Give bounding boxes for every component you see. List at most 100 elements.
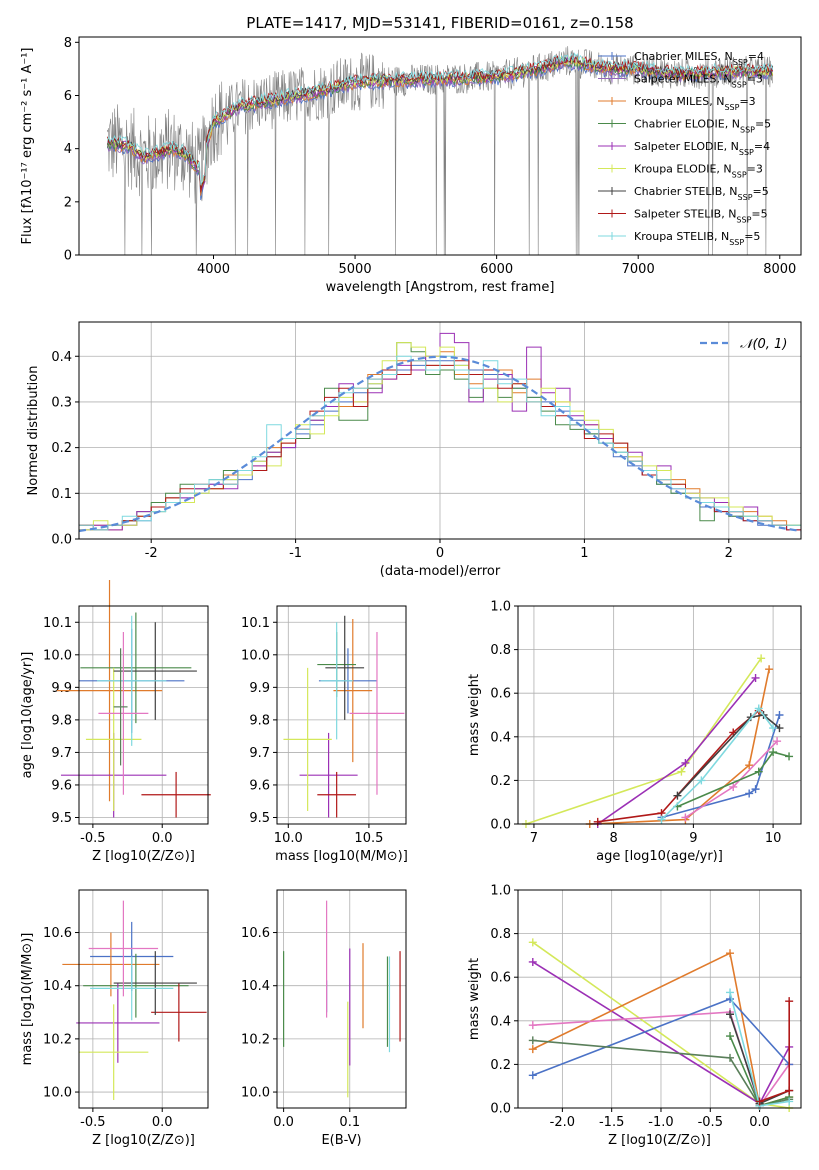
spectrum-ytick-label: 2 bbox=[64, 195, 72, 210]
weight-marker bbox=[528, 938, 537, 947]
weight-vs-age-xlabel: age [log10(age/yr)] bbox=[596, 849, 723, 864]
legend-nssp: =3 bbox=[747, 73, 763, 86]
weight-marker bbox=[729, 782, 738, 791]
weight-marker bbox=[528, 1036, 537, 1045]
weight-line bbox=[589, 669, 770, 825]
age-vs-mass-ytick-label: 9.5 bbox=[249, 811, 270, 826]
weight-marker bbox=[681, 813, 690, 822]
age-vs-z-ytick-label: 9.8 bbox=[51, 713, 72, 728]
legend-sub: SSP bbox=[732, 170, 747, 179]
age-vs-z-ytick-label: 9.9 bbox=[51, 681, 72, 696]
legend-sub: SSP bbox=[736, 215, 751, 224]
legend-marker bbox=[608, 97, 616, 105]
age-vs-z-xtick-label: 0.0 bbox=[152, 831, 173, 846]
weight-marker bbox=[754, 767, 763, 776]
mass-vs-ebv-frame bbox=[276, 889, 407, 1109]
weight-line bbox=[676, 714, 781, 797]
legend-nssp: =3 bbox=[739, 95, 755, 108]
weight-marker bbox=[726, 949, 735, 958]
age-vs-z-xtick-label: -0.5 bbox=[80, 831, 105, 846]
age-vs-z-xlabel: Z [log10(Z/Z⊙)] bbox=[92, 849, 195, 864]
mass-vs-z-ytick-label: 10.2 bbox=[43, 1032, 72, 1047]
age-vs-mass-ytick-label: 9.8 bbox=[249, 713, 270, 728]
mass-vs-ebv-ytick-label: 10.2 bbox=[241, 1032, 270, 1047]
legend-sub: SSP bbox=[732, 80, 747, 89]
weight-line bbox=[660, 707, 774, 821]
spectrum-ytick-label: 0 bbox=[64, 249, 72, 264]
mass-vs-z-ytick-label: 10.4 bbox=[43, 979, 72, 994]
weight-vs-age-ytick-label: 0.8 bbox=[490, 643, 511, 658]
weight-line bbox=[597, 709, 760, 823]
age-vs-mass-ytick-label: 9.7 bbox=[249, 746, 270, 761]
legend-label: Salpeter ELODIE, NSSP=4 bbox=[634, 140, 770, 157]
residuals-xtick-label: -2 bbox=[145, 546, 158, 561]
legend-nssp: =5 bbox=[751, 208, 767, 221]
weight-vs-z-xtick-label: -1.0 bbox=[648, 1115, 673, 1130]
age-vs-mass-ytick-label: 9.6 bbox=[249, 778, 270, 793]
legend-sub: SSP bbox=[724, 103, 739, 112]
residuals-xtick-label: 2 bbox=[725, 546, 733, 561]
age-vs-mass-ytick-label: 10.1 bbox=[241, 616, 270, 631]
residuals-xtick-label: 0 bbox=[436, 546, 444, 561]
weight-vs-age-xtick-label: 10 bbox=[765, 831, 782, 846]
legend-label: Kroupa ELODIE, NSSP=3 bbox=[634, 163, 763, 180]
spectrum-xtick-label: 6000 bbox=[480, 262, 513, 277]
legend-marker bbox=[608, 209, 616, 218]
legend-label: Chabrier STELIB, NSSP=5 bbox=[634, 185, 769, 202]
weight-vs-age-ytick-label: 0.4 bbox=[490, 730, 511, 745]
legend-label: Chabrier ELODIE, NSSP=5 bbox=[634, 118, 771, 135]
weight-marker bbox=[745, 761, 754, 770]
weight-marker bbox=[757, 654, 766, 663]
weight-vs-z-ytick-label: 0.6 bbox=[490, 971, 511, 986]
legend-nssp: =4 bbox=[754, 140, 770, 153]
weight-vs-age-ylabel: mass weight bbox=[467, 674, 482, 756]
weight-marker bbox=[785, 1086, 794, 1095]
legend-label: Kroupa MILES, NSSP=3 bbox=[634, 95, 756, 112]
weight-marker bbox=[769, 748, 778, 757]
legend-marker bbox=[608, 164, 616, 173]
mass-vs-ebv-ytick-label: 10.0 bbox=[241, 1086, 270, 1101]
weight-vs-age-ytick-label: 0.6 bbox=[490, 687, 511, 702]
weight-marker bbox=[785, 752, 794, 761]
weight-vs-age-ytick-label: 0.0 bbox=[490, 818, 511, 833]
weight-marker bbox=[726, 988, 735, 997]
age-vs-z-ytick-label: 9.6 bbox=[51, 778, 72, 793]
weight-vs-z-xlabel: Z [log10(Z/Z⊙)] bbox=[608, 1133, 711, 1148]
legend-sub: SSP bbox=[739, 148, 754, 157]
residuals-xlabel: (data-model)/error bbox=[380, 564, 501, 579]
spectrum-model-line bbox=[106, 55, 774, 193]
weight-line bbox=[532, 1039, 790, 1107]
spectrum-model-line bbox=[106, 52, 774, 186]
spectrum-xtick-label: 4000 bbox=[197, 262, 230, 277]
spectrum-xlabel: wavelength [Angstrom, rest frame] bbox=[326, 280, 555, 295]
legend-sub: SSP bbox=[738, 193, 753, 202]
mass-vs-ebv-xtick-label: 0.1 bbox=[339, 1115, 360, 1130]
weight-vs-z-frame bbox=[517, 889, 802, 1109]
legend-marker bbox=[608, 187, 616, 195]
age-vs-z-frame bbox=[78, 605, 209, 825]
weight-marker bbox=[528, 1021, 537, 1030]
mass-vs-z-xlabel: Z [log10(Z/Z⊙)] bbox=[92, 1133, 195, 1148]
residuals-ytick-label: 0.2 bbox=[51, 441, 72, 456]
legend-nssp: =5 bbox=[744, 230, 760, 243]
weight-vs-age-ytick-label: 1.0 bbox=[490, 600, 511, 615]
mass-vs-ebv-ytick-label: 10.4 bbox=[241, 979, 270, 994]
legend-label: 𝒩(0, 1) bbox=[740, 337, 787, 352]
age-vs-mass-xtick-label: 10.5 bbox=[354, 831, 383, 846]
spectrum-ytick-label: 8 bbox=[64, 36, 72, 51]
weight-marker bbox=[785, 997, 794, 1006]
residuals-ytick-label: 0.4 bbox=[51, 350, 72, 365]
legend-label: Salpeter MILES, NSSP=3 bbox=[634, 73, 763, 90]
weight-marker bbox=[754, 704, 763, 713]
weight-marker bbox=[657, 815, 666, 824]
age-vs-z-ytick-label: 10.1 bbox=[43, 616, 72, 631]
spectrum-xtick-label: 7000 bbox=[622, 262, 655, 277]
spectrum-title: PLATE=1417, MJD=53141, FIBERID=0161, z=0… bbox=[246, 14, 633, 32]
legend-sub: SSP bbox=[729, 238, 744, 247]
age-vs-z-ytick-label: 9.7 bbox=[51, 746, 72, 761]
weight-marker bbox=[528, 1045, 537, 1054]
legend-marker bbox=[608, 142, 616, 150]
weight-vs-z-ytick-label: 1.0 bbox=[490, 884, 511, 899]
weight-vs-z-ytick-label: 0.8 bbox=[490, 927, 511, 942]
